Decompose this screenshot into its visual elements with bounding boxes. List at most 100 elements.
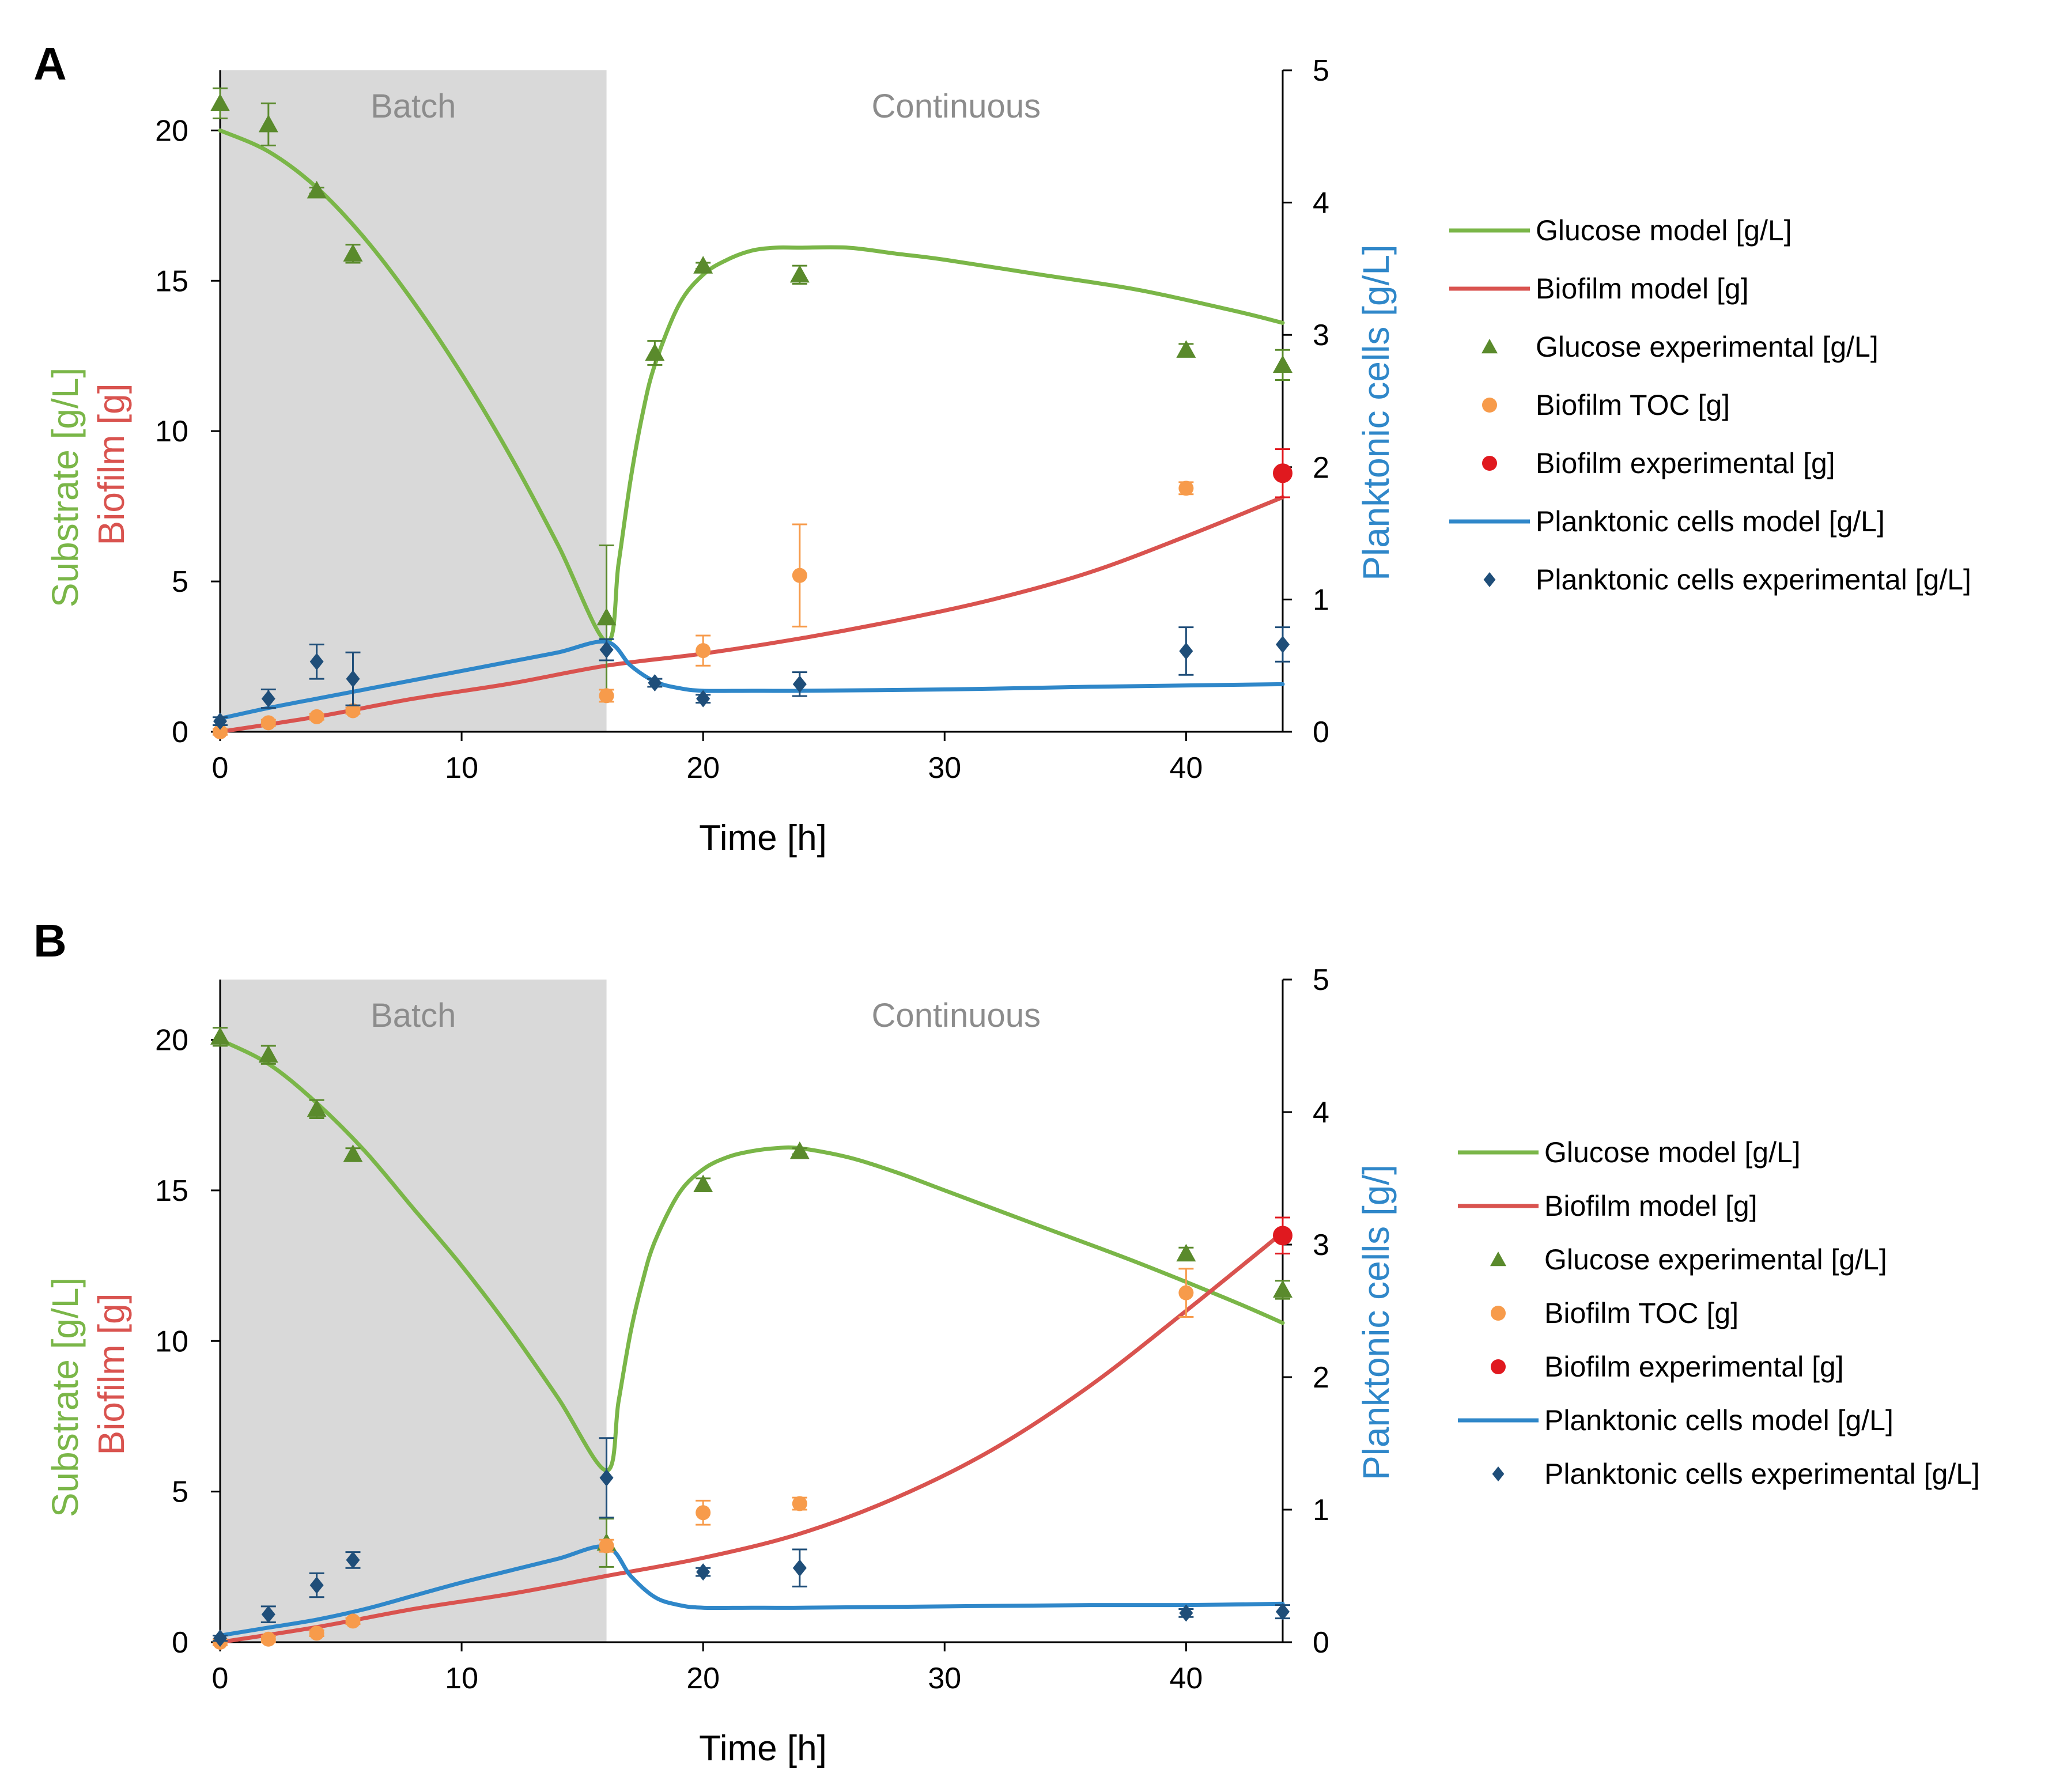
legend-label: Glucose experimental [g/L] xyxy=(1544,1243,1887,1276)
legend-triangle-swatch xyxy=(1490,1252,1506,1267)
right-y-tick-label: 1 xyxy=(1313,1494,1329,1527)
model-curve xyxy=(218,128,1285,644)
chart-panel-b: B Batch Continuous 0 10 20 30 40 0 5 10 15 20 0 1 2 3 4 5 T… xyxy=(33,915,1980,1768)
model-curve xyxy=(218,1230,1285,1644)
data-point-diamond xyxy=(346,670,360,688)
data-point-circle xyxy=(792,568,807,583)
data-point-diamond xyxy=(599,1469,614,1487)
right-y-tick-label: 0 xyxy=(1313,716,1329,749)
model-curve xyxy=(218,1038,1285,1473)
data-point-diamond xyxy=(1179,1604,1193,1622)
model-curve xyxy=(218,639,1285,721)
data-point-triangle xyxy=(693,1174,713,1193)
data-point-triangle xyxy=(210,1027,230,1045)
data-point-diamond xyxy=(1276,636,1290,653)
legend-diamond-swatch xyxy=(1483,572,1496,587)
x-tick-label: 0 xyxy=(212,1662,229,1695)
data-point-diamond xyxy=(261,1605,275,1623)
right-y-axis-title: Planktonic cells [g/L] xyxy=(1355,244,1397,580)
series-biofilm-experimental-g xyxy=(1273,448,1292,498)
data-point-diamond xyxy=(213,1630,227,1647)
data-point-circle xyxy=(696,1505,711,1521)
legend: Glucose model [g/L] Biofilm model [g] Gluc… xyxy=(1458,1136,1980,1490)
legend-triangle-swatch xyxy=(1481,339,1498,354)
data-point-circle xyxy=(792,1496,807,1511)
legend-label: Biofilm experimental [g] xyxy=(1536,447,1835,479)
right-y-tick-label: 3 xyxy=(1313,1228,1329,1262)
data-point-triangle xyxy=(596,607,617,626)
right-y-tick-label: 2 xyxy=(1313,451,1329,485)
left-y-axis-title-substrate: Substrate [g/L] xyxy=(44,1277,86,1517)
right-y-tick-label: 4 xyxy=(1313,187,1329,220)
right-y-axis-title: Planktonic cells [g/] xyxy=(1355,1165,1397,1480)
panel-letter: A xyxy=(33,38,67,89)
left-y-tick-label: 10 xyxy=(155,415,188,448)
left-y-axis-title-substrate: Substrate [g/L] xyxy=(44,368,86,607)
series-planktonic-cells-experimental-g-l xyxy=(213,626,1290,730)
data-point-circle xyxy=(599,688,614,704)
data-point-diamond xyxy=(696,690,710,708)
data-point-triangle xyxy=(343,244,363,262)
panel-letter: B xyxy=(33,915,67,966)
series-biofilm-model-g xyxy=(218,1230,1285,1644)
data-point-circle xyxy=(260,1631,276,1647)
legend-label: Biofilm experimental [g] xyxy=(1544,1351,1844,1383)
left-y-tick-label: 10 xyxy=(155,1325,188,1358)
data-point-diamond xyxy=(1179,642,1193,660)
data-point-triangle xyxy=(307,1099,327,1117)
data-point-circle xyxy=(260,715,276,731)
data-point-triangle xyxy=(258,114,278,133)
x-axis-title: Time [h] xyxy=(699,818,827,858)
series-glucose-experimental-g-l xyxy=(210,87,1292,691)
legend-label: Glucose model [g/L] xyxy=(1536,214,1792,247)
legend-label: Biofilm model [g] xyxy=(1536,273,1749,305)
left-y-axis-title-biofilm: Biofilm [g] xyxy=(90,384,132,546)
left-y-tick-label: 20 xyxy=(155,1024,188,1057)
series-glucose-model-g-l xyxy=(218,128,1285,644)
right-y-tick-label: 5 xyxy=(1313,963,1329,997)
x-tick-label: 10 xyxy=(445,751,478,785)
left-y-tick-label: 15 xyxy=(155,1174,188,1208)
model-curve xyxy=(218,495,1285,734)
x-tick-label: 10 xyxy=(445,1662,478,1695)
legend-diamond-swatch xyxy=(1492,1466,1505,1481)
legend-circle-swatch xyxy=(1491,1306,1506,1321)
left-y-axis-title-biofilm: Biofilm [g] xyxy=(90,1294,132,1455)
right-y-tick-label: 2 xyxy=(1313,1361,1329,1394)
data-point-triangle xyxy=(789,1141,810,1159)
left-y-tick-label: 0 xyxy=(172,1626,188,1659)
continuous-phase-label: Continuous xyxy=(872,997,1041,1034)
data-point-diamond xyxy=(648,674,662,692)
legend-label: Glucose model [g/L] xyxy=(1544,1136,1801,1169)
x-tick-label: 30 xyxy=(928,751,961,785)
continuous-phase-label: Continuous xyxy=(872,88,1041,125)
data-point-circle xyxy=(345,1613,361,1629)
data-point-circle xyxy=(213,724,228,739)
data-point-triangle xyxy=(789,264,810,283)
legend-label: Planktonic cells model [g/L] xyxy=(1536,505,1885,538)
data-point-diamond xyxy=(346,1551,360,1569)
data-point-diamond xyxy=(1276,1603,1290,1621)
model-curve xyxy=(218,1544,1285,1638)
data-point-diamond xyxy=(792,1559,807,1577)
right-y-tick-label: 3 xyxy=(1313,319,1329,352)
legend-label: Biofilm model [g] xyxy=(1544,1190,1758,1222)
data-point-circle xyxy=(599,1538,614,1553)
series-biofilm-model-g xyxy=(218,495,1285,734)
batch-phase-label: Batch xyxy=(371,997,456,1034)
legend: Glucose model [g/L] Biofilm model [g] Gluc… xyxy=(1449,214,1971,596)
right-y-tick-label: 4 xyxy=(1313,1096,1329,1129)
legend-label: Planktonic cells experimental [g/L] xyxy=(1536,564,1971,596)
data-point-diamond xyxy=(309,653,324,671)
x-tick-label: 20 xyxy=(686,1662,720,1695)
right-y-tick-label: 1 xyxy=(1313,583,1329,617)
data-point-circle xyxy=(1178,1285,1194,1300)
legend-circle-swatch xyxy=(1482,456,1497,471)
data-point-circle xyxy=(309,709,324,724)
right-y-tick-label: 0 xyxy=(1313,1626,1329,1659)
data-point-diamond xyxy=(213,712,227,730)
data-point-circle xyxy=(1178,481,1194,496)
batch-phase-region xyxy=(220,980,607,1642)
data-point-circle xyxy=(696,643,711,659)
